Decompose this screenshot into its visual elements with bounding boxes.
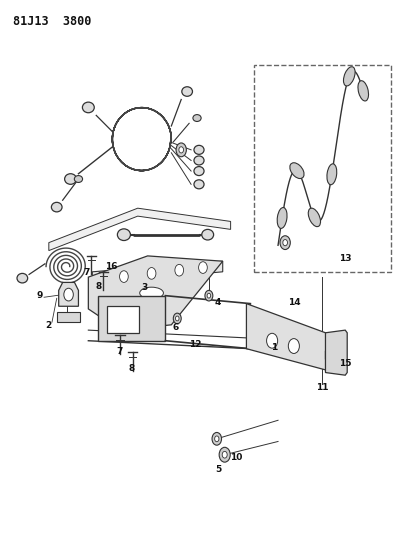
Polygon shape [246,304,334,370]
Ellipse shape [194,146,204,155]
Text: 14: 14 [287,298,300,307]
Ellipse shape [117,229,131,240]
FancyBboxPatch shape [107,306,139,333]
Ellipse shape [74,175,82,182]
Ellipse shape [194,156,204,165]
Circle shape [179,147,183,153]
Ellipse shape [358,80,369,101]
Text: 6: 6 [172,323,178,332]
Circle shape [219,447,230,462]
Circle shape [280,236,290,249]
Circle shape [175,264,183,276]
Text: 8: 8 [95,282,101,291]
Polygon shape [49,208,230,251]
Circle shape [64,288,73,301]
Ellipse shape [290,163,304,179]
Polygon shape [88,256,223,330]
Ellipse shape [140,287,164,299]
Circle shape [288,338,299,353]
Ellipse shape [82,102,94,113]
Circle shape [205,290,213,301]
Text: 10: 10 [230,453,243,462]
Text: 3: 3 [141,283,148,292]
Text: 15: 15 [339,359,351,367]
Text: 12: 12 [189,341,201,350]
Circle shape [199,262,207,273]
Circle shape [222,451,227,458]
Ellipse shape [202,229,214,240]
Text: 1: 1 [271,343,277,352]
Polygon shape [326,330,347,375]
Ellipse shape [51,203,62,212]
Ellipse shape [194,180,204,189]
Text: 16: 16 [105,262,117,271]
Text: 13: 13 [339,254,351,263]
Polygon shape [92,261,223,284]
Circle shape [176,316,179,321]
Circle shape [212,432,222,445]
Text: 7: 7 [116,347,122,356]
Text: 5: 5 [215,465,221,473]
Text: 81J13  3800: 81J13 3800 [13,14,92,28]
Text: 4: 4 [215,297,221,306]
Circle shape [215,436,219,442]
Circle shape [147,268,156,279]
Circle shape [207,293,211,298]
FancyBboxPatch shape [98,296,166,341]
Ellipse shape [277,207,287,229]
Polygon shape [59,282,78,306]
Circle shape [173,313,181,324]
Circle shape [119,271,128,282]
Circle shape [176,143,186,157]
Circle shape [283,239,287,246]
Text: 8: 8 [129,364,135,373]
Ellipse shape [194,166,204,175]
Ellipse shape [343,67,355,86]
Text: 11: 11 [316,383,329,392]
Ellipse shape [17,273,28,283]
Text: 2: 2 [45,321,51,330]
Text: 7: 7 [83,268,90,277]
Ellipse shape [327,164,337,185]
Circle shape [267,333,278,348]
Bar [254,65,391,272]
Ellipse shape [64,174,76,184]
Text: 9: 9 [37,291,43,300]
Ellipse shape [193,115,201,122]
Polygon shape [57,312,80,322]
Ellipse shape [308,208,320,227]
Ellipse shape [182,87,193,96]
